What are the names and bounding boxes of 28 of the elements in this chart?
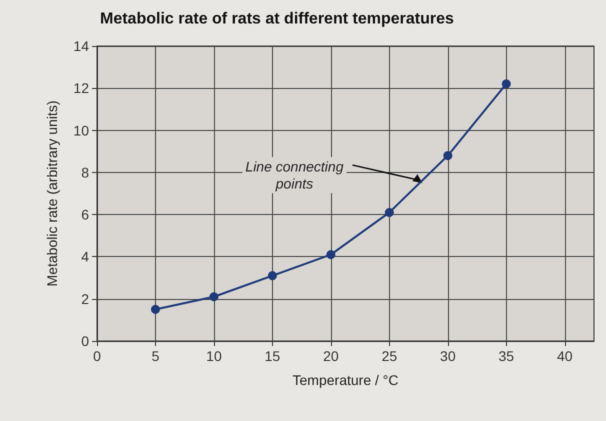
annotation: Line connecting points — [245, 158, 344, 192]
y-axis-title: Metabolic rate (arbitrary units) — [44, 100, 60, 286]
x-tick-label: 0 — [93, 348, 102, 364]
point — [443, 151, 452, 160]
y-tick-label: 0 — [81, 333, 90, 349]
x-tick-label: 10 — [206, 348, 222, 364]
chart-title: Metabolic rate of rats at different temperatures — [100, 10, 454, 28]
y-tick-label: 2 — [81, 290, 90, 307]
x-axis-title: Temperature / °C — [292, 372, 398, 388]
x-tick-label: 20 — [323, 348, 339, 364]
point — [150, 304, 160, 314]
point — [268, 271, 277, 280]
point — [326, 250, 336, 260]
x-tick-label: 30 — [440, 348, 456, 364]
y-tick-label: 6 — [81, 206, 90, 223]
x-tick-label: 35 — [498, 348, 514, 364]
point — [502, 79, 511, 88]
x-tick-label: 5 — [152, 348, 160, 364]
y-tick-label: 12 — [73, 80, 90, 96]
y-tick-label: 8 — [81, 164, 90, 180]
point — [384, 208, 394, 217]
x-tick-label: 15 — [264, 348, 280, 364]
x-tick-label: 40 — [556, 348, 573, 364]
point — [209, 292, 218, 302]
y-tick-label: 4 — [81, 248, 90, 265]
x-tick-label: 25 — [382, 348, 398, 364]
y-tick-label: 14 — [73, 38, 90, 54]
y-tick-label: 10 — [73, 122, 90, 138]
